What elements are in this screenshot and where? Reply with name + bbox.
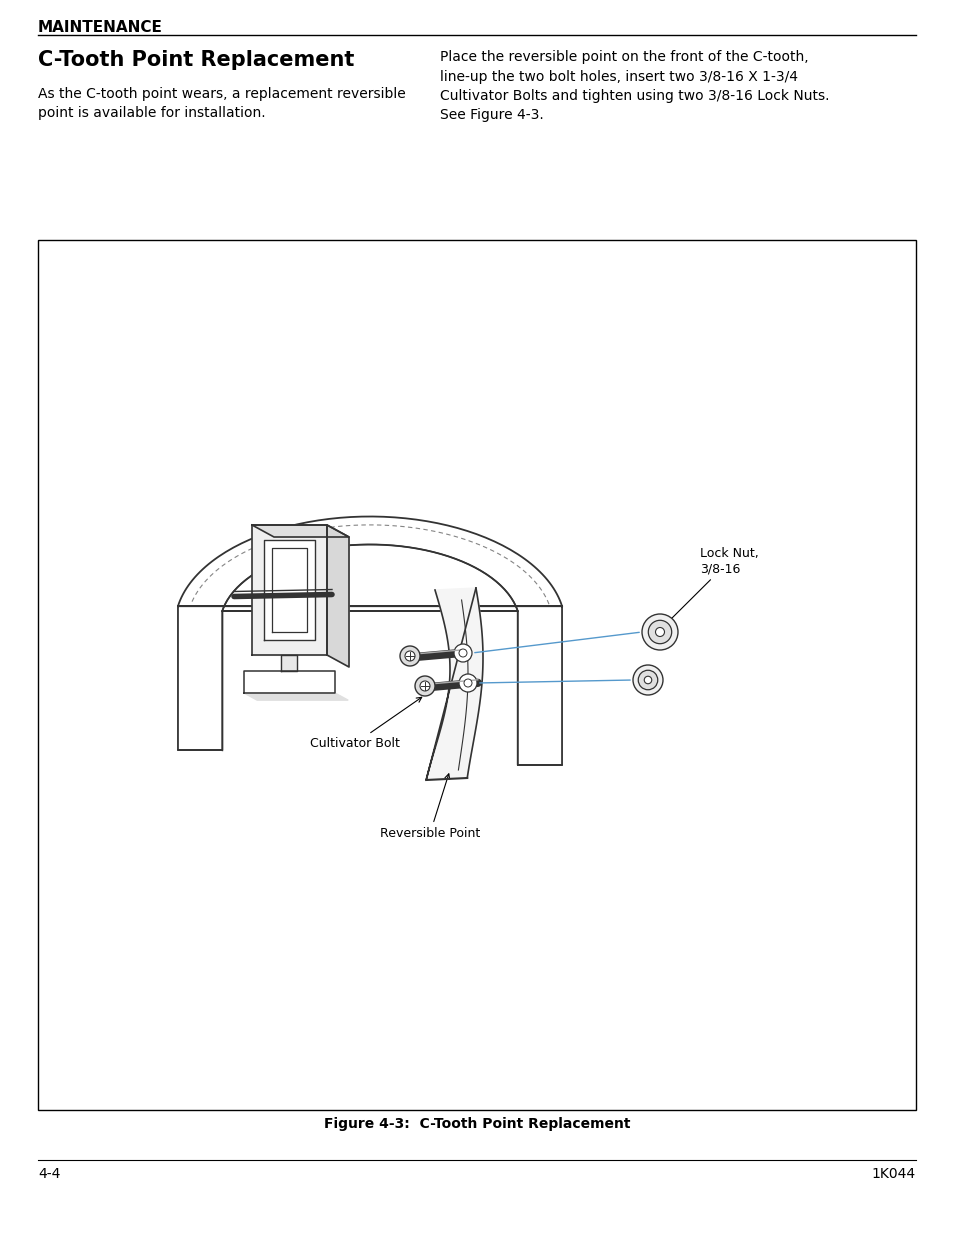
Text: Figure 4-3:  C-Tooth Point Replacement: Figure 4-3: C-Tooth Point Replacement (323, 1116, 630, 1131)
Polygon shape (327, 525, 349, 667)
Polygon shape (264, 540, 314, 640)
Polygon shape (178, 516, 561, 764)
Text: Lock Nut,
3/8-16: Lock Nut, 3/8-16 (665, 547, 758, 624)
Text: 4-4: 4-4 (38, 1167, 60, 1181)
Circle shape (458, 674, 476, 692)
Text: Place the reversible point on the front of the C-tooth,
line-up the two bolt hol: Place the reversible point on the front … (439, 49, 828, 122)
Circle shape (463, 679, 472, 687)
Text: Reversible Point: Reversible Point (379, 774, 479, 840)
Text: MAINTENANCE: MAINTENANCE (38, 20, 163, 35)
Circle shape (415, 676, 435, 697)
Polygon shape (252, 525, 327, 655)
Polygon shape (281, 655, 296, 671)
Circle shape (641, 614, 678, 650)
Circle shape (638, 671, 657, 690)
Circle shape (648, 620, 671, 643)
Bar (38, 240, 915, 1110)
Circle shape (419, 680, 430, 692)
Text: 1K044: 1K044 (871, 1167, 915, 1181)
Circle shape (643, 677, 651, 684)
Circle shape (405, 651, 415, 661)
Polygon shape (426, 588, 482, 781)
Polygon shape (252, 525, 349, 537)
Circle shape (655, 627, 664, 636)
Polygon shape (244, 693, 348, 700)
Text: C-Tooth Point Replacement: C-Tooth Point Replacement (38, 49, 354, 70)
Circle shape (454, 643, 472, 662)
Circle shape (399, 646, 419, 666)
Text: As the C-tooth point wears, a replacement reversible
point is available for inst: As the C-tooth point wears, a replacemen… (38, 86, 405, 121)
Circle shape (458, 650, 467, 657)
Text: Cultivator Bolt: Cultivator Bolt (310, 698, 421, 750)
Circle shape (633, 664, 662, 695)
